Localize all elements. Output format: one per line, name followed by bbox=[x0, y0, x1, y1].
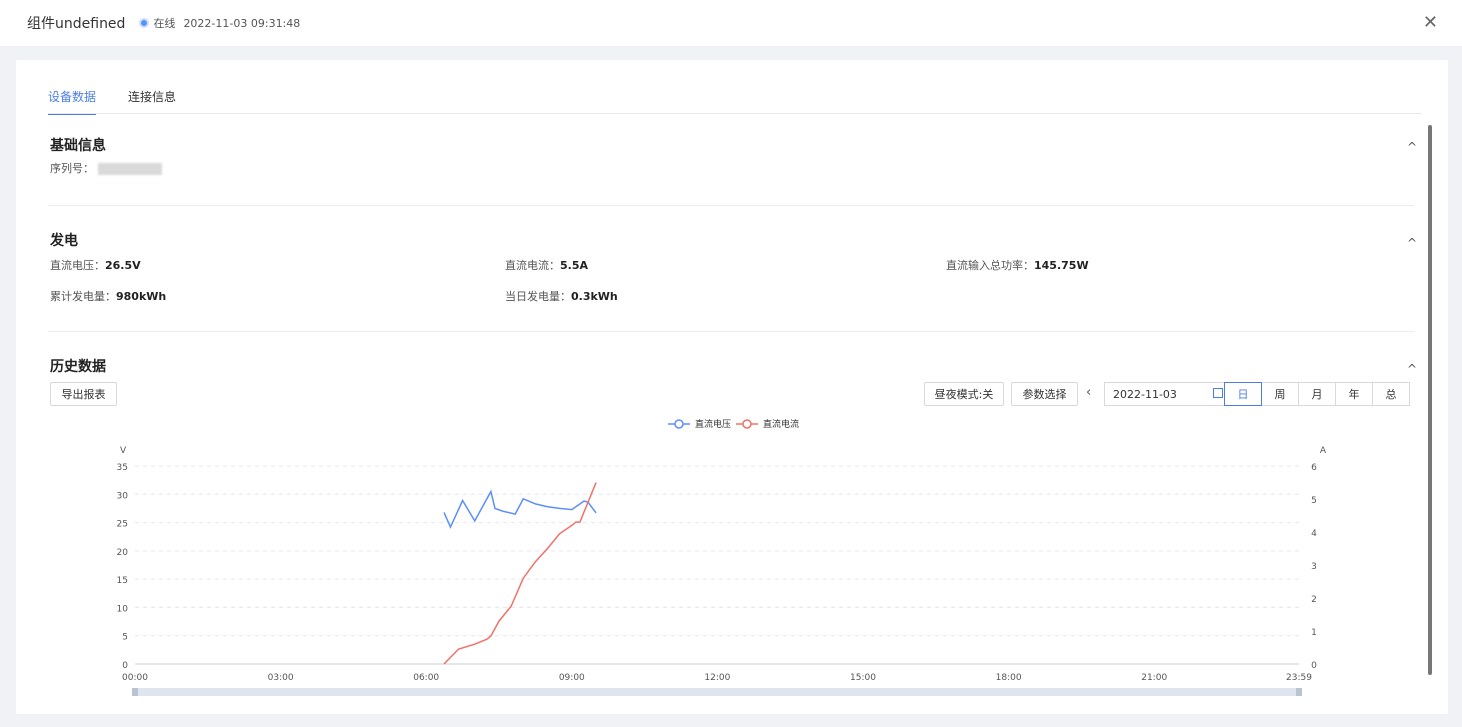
daily-energy-field: 当日发电量：0.3kWh bbox=[505, 288, 618, 304]
daily-energy-value: 0.3kWh bbox=[571, 290, 618, 303]
x-tick-label: 06:00 bbox=[413, 673, 439, 683]
tab-connection-info[interactable]: 连接信息 bbox=[128, 90, 177, 104]
export-report-button[interactable]: 导出报表 bbox=[50, 382, 117, 406]
legend-label: 直流电流 bbox=[763, 418, 799, 430]
x-tick-label: 03:00 bbox=[268, 673, 294, 683]
x-tick-label: 15:00 bbox=[850, 673, 876, 683]
tab-bar: 设备数据 连接信息 bbox=[48, 88, 176, 115]
series-line-voltage bbox=[443, 489, 597, 529]
total-energy-label: 累计发电量： bbox=[50, 290, 116, 303]
tab-device-data[interactable]: 设备数据 bbox=[48, 88, 97, 115]
total-energy-value: 980kWh bbox=[116, 290, 167, 303]
dc-current-field: 直流电流：5.5A bbox=[505, 257, 588, 273]
x-tick-label: 00:00 bbox=[122, 673, 148, 683]
dc-current-label: 直流电流： bbox=[505, 259, 560, 272]
divider bbox=[48, 331, 1414, 332]
range-week-button[interactable]: 周 bbox=[1261, 382, 1299, 406]
online-status-icon bbox=[139, 18, 150, 28]
x-tick-label: 18:00 bbox=[996, 673, 1022, 683]
x-tick-label: 09:00 bbox=[559, 673, 585, 683]
range-year-button[interactable]: 年 bbox=[1335, 382, 1373, 406]
divider bbox=[48, 205, 1414, 206]
dialog-title: 组件undefined bbox=[27, 16, 126, 32]
status-label: 在线 bbox=[153, 17, 176, 30]
y-right-tick-label: 3 bbox=[1311, 562, 1317, 572]
y-left-tick-label: 25 bbox=[117, 520, 128, 530]
y-left-tick-label: 10 bbox=[117, 604, 129, 614]
daily-energy-label: 当日发电量： bbox=[505, 290, 571, 303]
zoom-handle-right bbox=[1296, 688, 1302, 696]
zoom-slider-track bbox=[135, 688, 1299, 696]
history-chart: 0 5 10 15 20 25 30 35 0 1 2 3 4 5 6 V A 00:00 03:00 06:00 09… bbox=[117, 418, 1327, 696]
y-left-tick-label: 20 bbox=[117, 548, 129, 558]
dialog-header: 组件undefined 在线 2022-11-03 09:31:48 ✕ bbox=[0, 0, 1462, 46]
tab-divider bbox=[48, 113, 1421, 114]
serial-field: 序列号： bbox=[50, 160, 162, 176]
dc-power-field: 直流输入总功率：145.75W bbox=[946, 257, 1089, 273]
range-day-button[interactable]: 日 bbox=[1224, 382, 1262, 406]
param-select-button[interactable]: 参数选择 bbox=[1011, 382, 1078, 406]
collapse-basic-icon[interactable]: ^ bbox=[1407, 140, 1418, 154]
y-right-tick-label: 2 bbox=[1311, 595, 1317, 605]
collapse-history-icon[interactable]: ^ bbox=[1407, 362, 1418, 376]
y-left-tick-label: 30 bbox=[117, 491, 129, 501]
legend-marker bbox=[674, 419, 684, 429]
range-selector: 日 周 月 年 总 bbox=[1224, 382, 1410, 406]
y-right-tick-label: 1 bbox=[1311, 628, 1317, 638]
dc-current-value: 5.5A bbox=[560, 259, 588, 272]
y-right-axis-label: A bbox=[1320, 446, 1327, 456]
section-title-history: 历史数据 bbox=[50, 359, 106, 375]
y-left-tick-label: 5 bbox=[122, 633, 128, 643]
x-tick-label: 12:00 bbox=[704, 673, 730, 683]
y-right-tick-label: 0 bbox=[1311, 661, 1317, 671]
y-right-tick-label: 4 bbox=[1311, 529, 1317, 539]
section-title-basic: 基础信息 bbox=[50, 138, 106, 154]
y-left-axis-label: V bbox=[120, 446, 127, 456]
scrollbar[interactable] bbox=[1428, 125, 1432, 675]
collapse-power-icon[interactable]: ^ bbox=[1407, 236, 1418, 250]
dc-power-value: 145.75W bbox=[1034, 259, 1089, 272]
date-picker-input[interactable]: 2022-11-03 bbox=[1104, 382, 1230, 406]
date-value: 2022-11-03 bbox=[1113, 387, 1177, 401]
x-tick-label: 21:00 bbox=[1141, 673, 1167, 683]
range-month-button[interactable]: 月 bbox=[1298, 382, 1336, 406]
y-right-tick-label: 6 bbox=[1311, 463, 1317, 473]
serial-label: 序列号： bbox=[50, 162, 94, 175]
y-left-tick-label: 15 bbox=[117, 576, 128, 586]
content-panel: 设备数据 连接信息 基础信息 ^ 序列号： 发电 ^ 直流电压：26.5V 直流… bbox=[16, 60, 1448, 714]
day-night-mode-button[interactable]: 昼夜模式:关 bbox=[924, 382, 1004, 406]
legend-label: 直流电压 bbox=[695, 418, 731, 430]
zoom-handle-left bbox=[132, 688, 138, 696]
section-title-power: 发电 bbox=[50, 233, 78, 249]
dc-voltage-value: 26.5V bbox=[105, 259, 141, 272]
series-line-current bbox=[443, 482, 597, 665]
dc-voltage-label: 直流电压： bbox=[50, 259, 105, 272]
close-icon[interactable]: ✕ bbox=[1422, 12, 1438, 33]
range-total-button[interactable]: 总 bbox=[1372, 382, 1410, 406]
calendar-icon bbox=[1213, 388, 1223, 398]
legend-marker bbox=[742, 419, 752, 429]
y-right-tick-label: 5 bbox=[1311, 496, 1317, 506]
status-timestamp: 2022-11-03 09:31:48 bbox=[183, 16, 301, 30]
y-left-tick-label: 0 bbox=[122, 661, 128, 671]
y-left-tick-label: 35 bbox=[117, 463, 128, 473]
dc-power-label: 直流输入总功率： bbox=[946, 259, 1034, 272]
total-energy-field: 累计发电量：980kWh bbox=[50, 288, 166, 304]
serial-value-redacted bbox=[98, 163, 162, 175]
prev-date-icon[interactable]: ‹ bbox=[1086, 385, 1092, 400]
dc-voltage-field: 直流电压：26.5V bbox=[50, 257, 141, 273]
x-tick-label: 23:59 bbox=[1286, 673, 1312, 683]
